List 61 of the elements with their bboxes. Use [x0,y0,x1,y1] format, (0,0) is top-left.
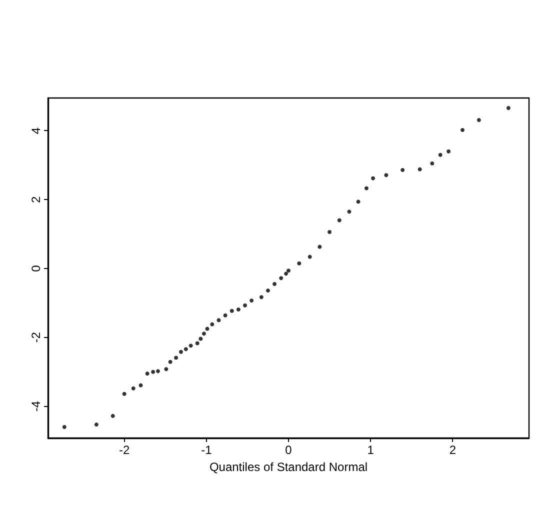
point [145,372,150,376]
point [286,268,290,273]
point [216,318,221,322]
point [446,149,451,154]
point [337,218,342,222]
point [230,308,234,313]
y-tick-label: 0 [29,264,43,272]
x-tick-label: 1 [367,443,374,457]
x-tick-label: -2 [119,443,130,457]
point [210,322,214,326]
point [506,106,510,110]
point [138,383,143,388]
point [297,261,302,266]
point [195,341,200,346]
point [308,254,312,259]
point [418,167,422,172]
point [131,386,136,390]
y-tick-label: -4 [29,400,43,412]
point [476,118,481,122]
point [279,276,284,280]
y-tick-label: 2 [29,196,43,203]
point [430,161,434,166]
point [236,308,240,312]
point [259,295,264,300]
point [151,370,156,374]
point [202,332,206,336]
point [364,186,368,190]
point [356,200,360,204]
point [188,344,193,348]
point [384,173,388,178]
point [110,414,115,418]
point [178,350,183,354]
point [438,152,442,157]
x-axis-title: Quantiles of Standard Normal [209,460,368,474]
point [243,303,247,308]
y-tick-label: 4 [29,127,43,134]
y-tick-label: -2 [29,332,43,343]
point [266,288,270,293]
point [347,210,352,214]
point [122,392,126,396]
point [371,176,376,180]
point [318,244,322,249]
point [198,336,203,341]
point [223,313,228,318]
point [164,367,168,372]
point [250,298,254,303]
x-tick-label: -1 [201,443,212,457]
point [62,424,66,429]
point [174,356,178,360]
point [460,128,465,132]
x-tick-label: 2 [449,443,456,457]
point [94,422,98,427]
point [184,347,188,352]
point [284,272,288,276]
point [400,168,405,172]
point [272,282,277,286]
point [328,230,332,234]
point [156,369,160,374]
x-tick-label: 0 [285,443,292,457]
point [168,360,172,364]
point [205,326,210,331]
